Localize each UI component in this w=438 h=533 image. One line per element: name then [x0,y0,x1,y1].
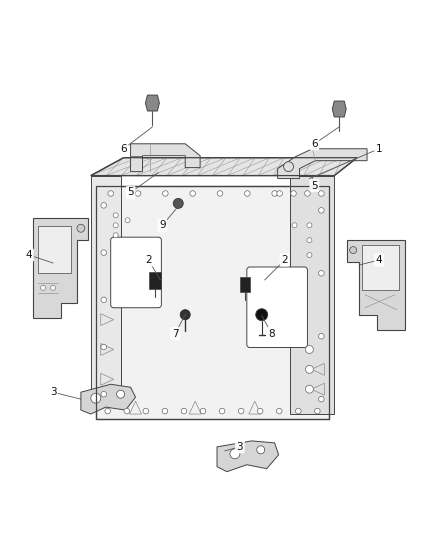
Polygon shape [217,441,279,472]
Circle shape [101,297,106,303]
Circle shape [77,224,85,232]
Circle shape [256,309,268,321]
Circle shape [277,191,283,196]
Circle shape [350,247,357,254]
Polygon shape [149,272,161,289]
Circle shape [50,285,56,290]
Circle shape [41,285,46,290]
Polygon shape [278,149,367,179]
FancyBboxPatch shape [247,267,307,348]
Text: 5: 5 [127,188,134,197]
Polygon shape [290,175,334,414]
Circle shape [244,191,250,196]
Polygon shape [96,185,329,419]
Circle shape [318,397,324,402]
Polygon shape [131,144,200,172]
Circle shape [258,408,263,414]
Text: 6: 6 [120,144,127,154]
Circle shape [307,253,312,257]
Circle shape [162,191,168,196]
Text: 3: 3 [50,387,57,397]
Circle shape [91,393,101,403]
Polygon shape [38,226,71,273]
Circle shape [162,408,168,414]
Text: 9: 9 [159,220,166,230]
Circle shape [238,408,244,414]
Circle shape [101,250,106,255]
Polygon shape [91,158,357,175]
Circle shape [124,408,130,414]
Circle shape [117,390,124,398]
Circle shape [305,365,314,373]
Text: 6: 6 [311,139,318,149]
Text: 8: 8 [268,328,275,338]
Circle shape [101,203,106,208]
Polygon shape [332,101,346,117]
Polygon shape [33,219,88,318]
Circle shape [101,391,106,397]
Circle shape [113,213,118,218]
Circle shape [173,198,183,208]
Circle shape [296,408,301,414]
Circle shape [283,161,293,172]
Circle shape [305,191,310,196]
Text: 7: 7 [172,328,179,338]
Circle shape [135,191,141,196]
Circle shape [143,408,148,414]
Circle shape [292,223,297,228]
Circle shape [108,191,113,196]
Text: 1: 1 [376,144,382,154]
Text: 2: 2 [281,255,288,265]
Circle shape [190,191,195,196]
Polygon shape [91,175,120,404]
Text: 4: 4 [376,255,382,265]
Circle shape [305,385,314,393]
Polygon shape [145,95,159,111]
FancyBboxPatch shape [111,237,161,308]
Circle shape [291,191,296,196]
Polygon shape [81,384,135,414]
Circle shape [217,191,223,196]
Circle shape [180,310,190,320]
Circle shape [113,233,118,238]
Circle shape [318,271,324,276]
Circle shape [318,207,324,213]
Text: 3: 3 [237,442,243,452]
Circle shape [276,408,282,414]
Polygon shape [347,240,405,329]
Circle shape [181,408,187,414]
Circle shape [257,446,265,454]
Circle shape [314,408,320,414]
Circle shape [219,408,225,414]
Text: 5: 5 [311,181,318,190]
Circle shape [105,408,110,414]
Circle shape [307,238,312,243]
Polygon shape [240,277,250,292]
Circle shape [307,223,312,228]
Text: 2: 2 [145,255,152,265]
Circle shape [113,223,118,228]
Circle shape [318,334,324,339]
Text: 4: 4 [26,250,32,260]
Circle shape [305,345,314,353]
Circle shape [101,344,106,350]
Polygon shape [362,245,399,290]
Circle shape [230,449,240,459]
Circle shape [272,191,277,196]
Circle shape [125,218,130,223]
Circle shape [318,191,324,196]
Circle shape [200,408,206,414]
